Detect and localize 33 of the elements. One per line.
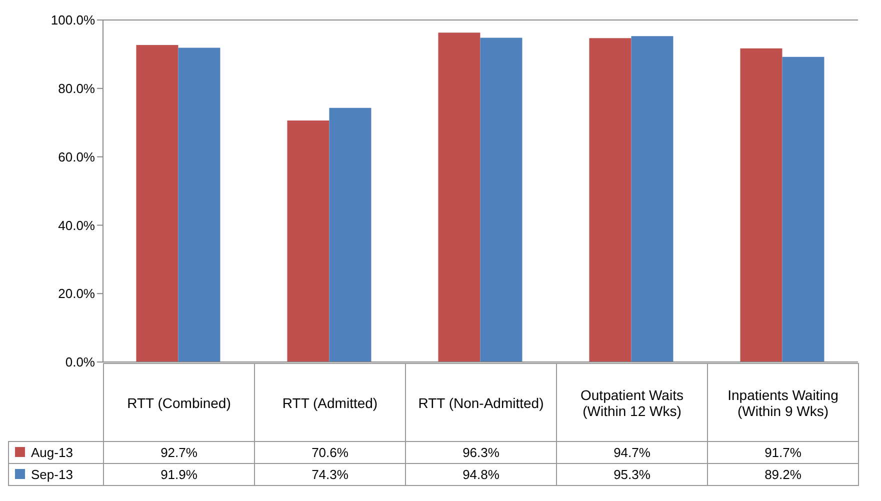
data-label: 94.8% (406, 464, 556, 486)
data-label: 91.9% (104, 464, 254, 486)
y-tick-label: 60.0% (58, 149, 96, 164)
bar (287, 120, 330, 362)
legend-label: Aug-13 (8, 442, 104, 464)
data-label: 95.3% (556, 464, 708, 486)
bar (631, 36, 674, 362)
bar (589, 38, 632, 362)
data-label: 91.7% (708, 442, 858, 464)
x-tick-label: RTT (Non-Admitted) (406, 364, 556, 442)
y-tick-label: 100.0% (50, 12, 96, 28)
y-tick-label: 40.0% (58, 218, 96, 233)
x-tick-label: RTT (Admitted) (254, 364, 406, 442)
x-tick-label: Outpatient Waits (Within 12 Wks) (556, 364, 708, 442)
x-tick-label: RTT (Combined) (104, 364, 254, 442)
bar (740, 48, 782, 362)
data-label: 70.6% (254, 442, 406, 464)
bar (438, 32, 480, 362)
data-label: 89.2% (708, 464, 858, 486)
data-label: 96.3% (406, 442, 556, 464)
bar (329, 108, 372, 362)
y-tick-label: 80.0% (58, 81, 96, 96)
bar (782, 56, 824, 362)
y-tick-label: 20.0% (58, 286, 96, 302)
data-label: 94.7% (556, 442, 708, 464)
x-tick-label: Inpatients Waiting (Within 9 Wks) (708, 364, 858, 442)
data-label: 92.7% (104, 442, 254, 464)
y-tick-label: 0.0% (65, 354, 96, 370)
bar (178, 48, 220, 362)
bar (480, 38, 522, 362)
data-label: 74.3% (254, 464, 406, 486)
bar (136, 44, 178, 362)
legend-label: Sep-13 (8, 464, 104, 486)
